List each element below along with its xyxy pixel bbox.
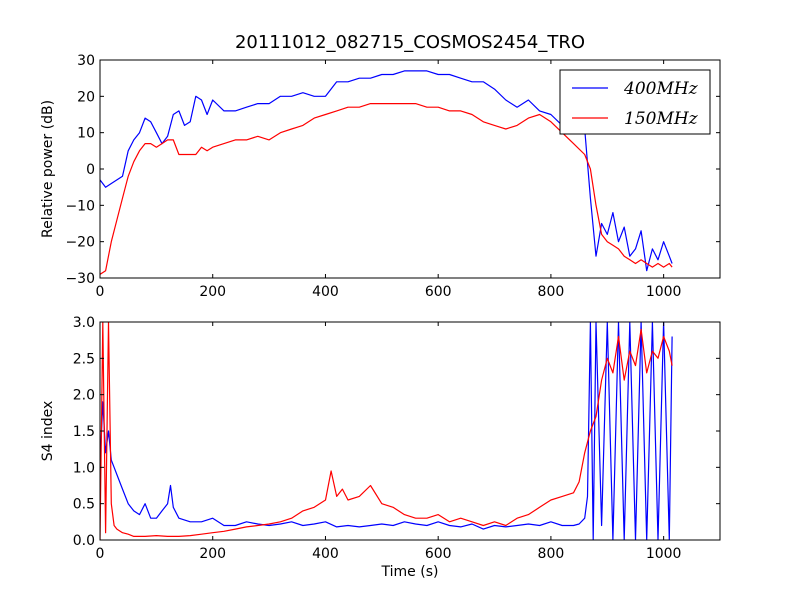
series-line-400mhz bbox=[100, 322, 673, 540]
x-axis-label: Time (s) bbox=[381, 564, 439, 580]
x-tick-label: 600 bbox=[425, 284, 452, 300]
s4-plot: 0 200 400 600 800 1000 0.0 0.5 1.0 1.5 2.0 2.5 3.0 S4… bbox=[40, 315, 721, 580]
x-tick-label: 400 bbox=[312, 284, 339, 300]
y-tick-label: 30 bbox=[77, 53, 95, 69]
y-tick-label: −30 bbox=[65, 271, 95, 287]
series-line-150mhz bbox=[100, 322, 673, 540]
y-tick-label: 2.0 bbox=[73, 388, 95, 404]
y-axis-label: Relative power (dB) bbox=[40, 100, 56, 238]
y-axis-label: S4 index bbox=[40, 401, 56, 462]
y-tick-label: 10 bbox=[77, 126, 95, 142]
y-tick-label: 0 bbox=[86, 162, 95, 178]
power-plot: 0 200 400 600 800 1000 −30 −20 −10 0 10 20 30 Relativ… bbox=[40, 53, 721, 300]
x-tick-label: 800 bbox=[538, 284, 565, 300]
x-tick-label: 1000 bbox=[646, 284, 682, 300]
y-tick-label: −20 bbox=[65, 235, 95, 251]
x-tick-label: 400 bbox=[312, 546, 339, 562]
series-group bbox=[100, 70, 673, 275]
series-line-400mhz bbox=[100, 70, 673, 272]
x-tick-label: 1000 bbox=[646, 546, 682, 562]
x-tick-label: 600 bbox=[425, 546, 452, 562]
legend-label-400mhz: 400MHz bbox=[623, 79, 699, 99]
y-tick-label: 0.5 bbox=[73, 497, 95, 513]
y-tick-label: 2.5 bbox=[73, 351, 95, 367]
y-tick-label: 20 bbox=[77, 89, 95, 105]
series-line-150mhz bbox=[100, 102, 673, 275]
y-tick-label: 1.0 bbox=[73, 460, 95, 476]
figure-title: 20111012_082715_COSMOS2454_TRO bbox=[235, 32, 585, 53]
y-tick-label: 3.0 bbox=[73, 315, 95, 331]
x-tick-label: 200 bbox=[199, 284, 226, 300]
y-tick-label: 0.0 bbox=[73, 533, 95, 549]
x-tick-label: 800 bbox=[538, 546, 565, 562]
legend-label-150mhz: 150MHz bbox=[624, 109, 699, 129]
x-tick-label: 200 bbox=[199, 546, 226, 562]
y-tick-label: 1.5 bbox=[73, 424, 95, 440]
y-tick-label: −10 bbox=[65, 198, 95, 214]
x-tick-label: 0 bbox=[96, 546, 105, 562]
x-tick-label: 0 bbox=[96, 284, 105, 300]
legend-box bbox=[559, 69, 711, 135]
series-group bbox=[100, 322, 673, 540]
